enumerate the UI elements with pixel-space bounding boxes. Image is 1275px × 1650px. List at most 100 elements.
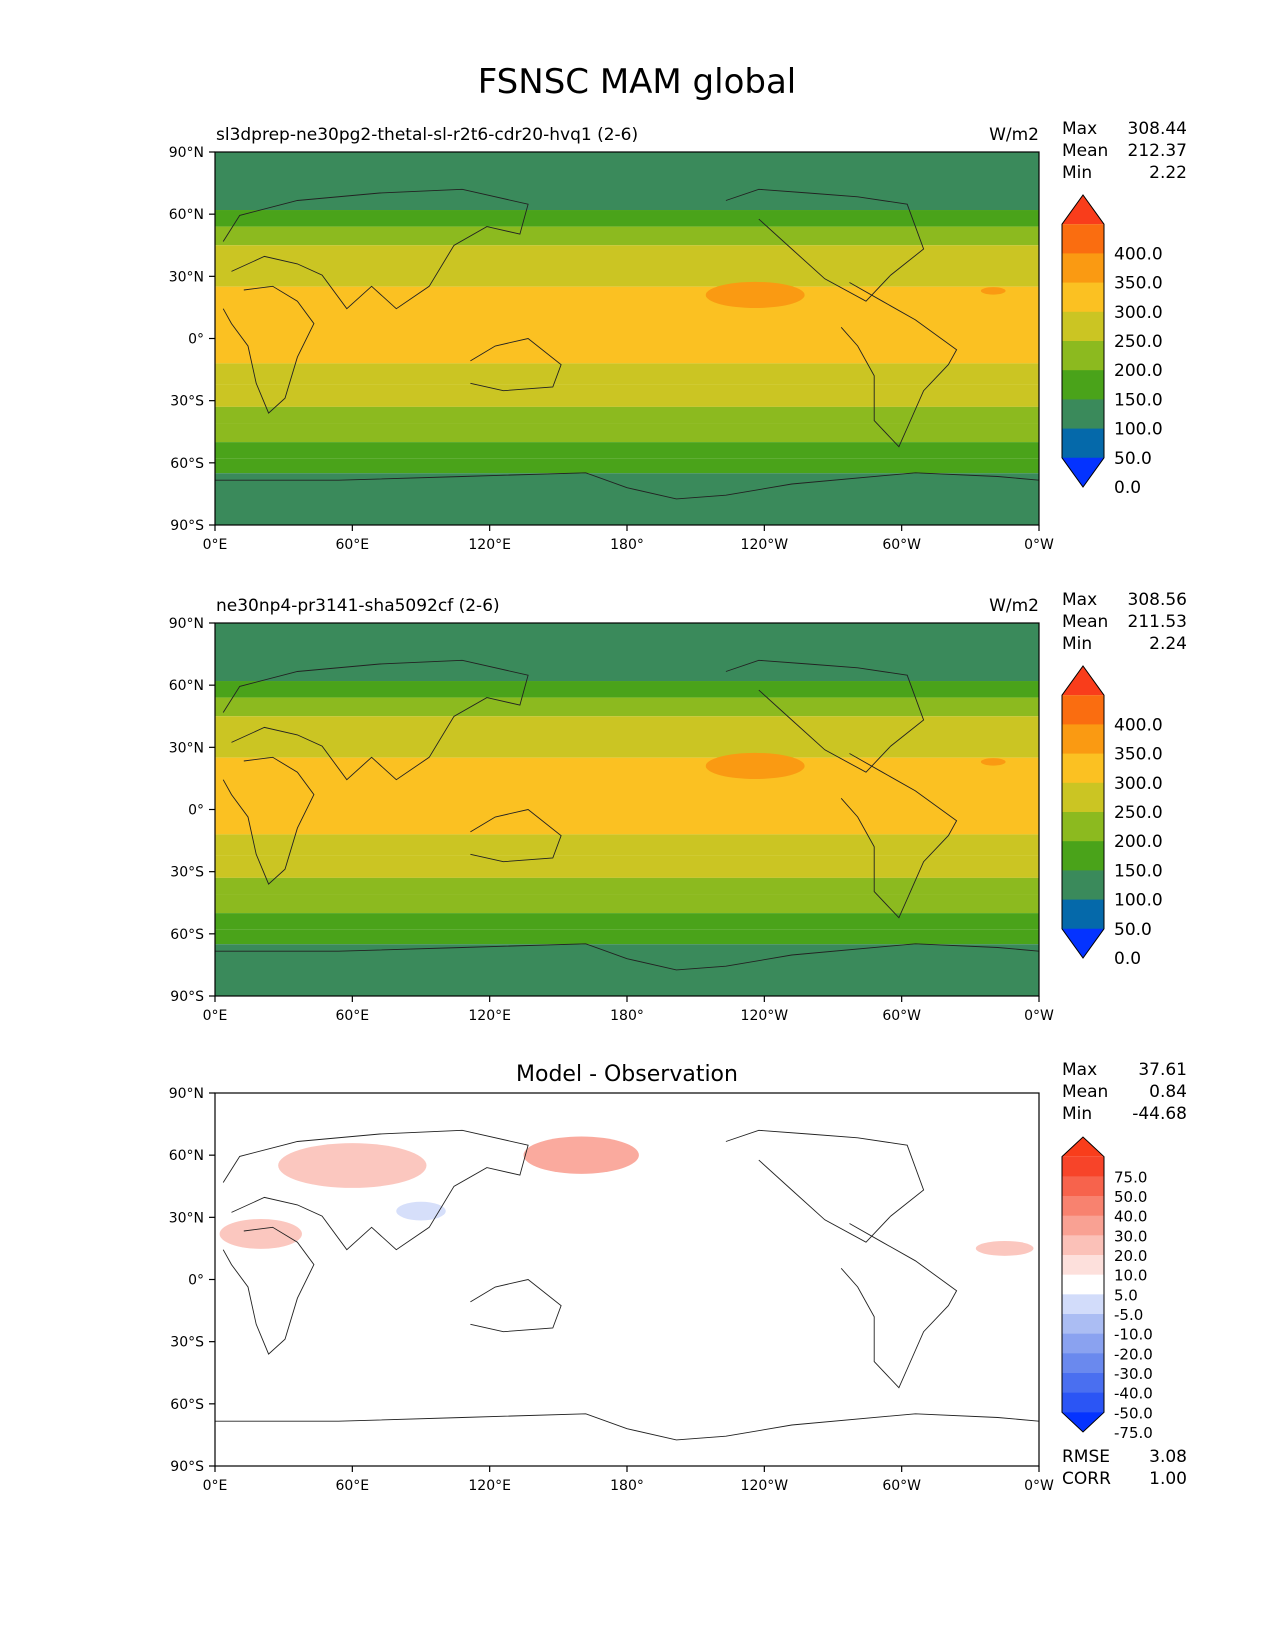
- zonal-band: [215, 245, 1039, 287]
- coastline: [215, 472, 1039, 500]
- x-axis: 0°E 60°E 120°E 180° 120°W 60°W 0°W: [203, 525, 1054, 553]
- regional-layer: [219, 1134, 1034, 1256]
- map-area: [215, 623, 1039, 996]
- map-area: [215, 1093, 1039, 1466]
- colorbar-extend-top: [1062, 195, 1104, 225]
- panel-title: ne30np4-pr3141-sha5092cf (2-6): [216, 596, 500, 616]
- colorbar-tick-label: 150.0: [1114, 390, 1163, 410]
- anomaly-patch: [278, 1143, 427, 1188]
- colorbar-segment: [1062, 1274, 1104, 1295]
- y-tick-label: 60°N: [169, 678, 204, 694]
- stat-mean-value: 211.53: [1128, 612, 1187, 632]
- x-axis: 0°E 60°E 120°E 180° 120°W 60°W 0°W: [203, 996, 1054, 1024]
- y-tick-label: 30°N: [169, 269, 204, 285]
- colorbar: 400.0 350.0 300.0 250.0 200.0 150.0 100.0 50.0 0…: [1061, 665, 1163, 969]
- y-tick-label: 30°N: [169, 1210, 204, 1226]
- y-tick-label: 90°S: [170, 518, 204, 534]
- stats-block: Max 308.44 Mean 212.37 Min 2.22: [1062, 119, 1187, 183]
- colorbar-tick-label: 350.0: [1114, 274, 1163, 294]
- colorbar-segment: [1062, 899, 1104, 930]
- colorbar-tick-label: 0.0: [1114, 949, 1141, 969]
- y-axis: 90°N 60°N 30°N 0° 30°S 60°S 90°S: [169, 1086, 215, 1475]
- zonal-band: [215, 423, 1039, 443]
- panel-units: W/m2: [989, 125, 1039, 145]
- colorbar-segment: [1062, 311, 1104, 342]
- stat-mean-value: 212.37: [1128, 141, 1187, 161]
- x-tick-label: 60°W: [882, 1008, 921, 1024]
- colorbar-segment: [1062, 841, 1104, 871]
- coastline: [840, 282, 958, 448]
- figure-title: FSNSC MAM global: [478, 62, 797, 102]
- colorbar-segment: [1062, 1294, 1104, 1315]
- colorbar-tick-label: 0.0: [1114, 478, 1141, 498]
- colorbar-tick-label: 50.0: [1114, 1188, 1147, 1206]
- x-tick-label: 60°W: [882, 537, 921, 553]
- colorbar-segment: [1062, 428, 1104, 459]
- zonal-band: [215, 384, 1039, 407]
- colorbar-segment: [1062, 1333, 1104, 1354]
- zonal-band: [215, 877, 1039, 895]
- zonal-band: [215, 757, 1039, 835]
- x-tick-label: 0°W: [1024, 1008, 1054, 1024]
- stat-corr-label: CORR: [1062, 1469, 1111, 1489]
- colorbar-segment: [1062, 1235, 1104, 1256]
- x-tick-label: 120°W: [741, 1478, 789, 1494]
- panel-1: sl3dprep-ne30pg2-thetal-sl-r2t6-cdr20-hv…: [169, 119, 1187, 553]
- stat-min-value: 2.24: [1149, 634, 1187, 654]
- x-tick-label: 0°E: [203, 537, 228, 553]
- colorbar-extend-bottom: [1062, 1412, 1104, 1432]
- coastline: [222, 1129, 529, 1251]
- coastline-layer: [215, 188, 1039, 500]
- colorbar-segment: [1062, 282, 1104, 313]
- zonal-band: [215, 855, 1039, 878]
- stats-block: Max 308.56 Mean 211.53 Min 2.24: [1062, 590, 1187, 654]
- coastline: [215, 1413, 1039, 1441]
- y-tick-label: 60°N: [169, 1148, 204, 1164]
- colorbar-tick-label: -10.0: [1114, 1326, 1153, 1344]
- colorbar-tick-label: 50.0: [1114, 920, 1152, 940]
- x-tick-label: 120°E: [468, 1478, 511, 1494]
- coastline: [840, 753, 958, 919]
- y-tick-label: 0°: [188, 332, 204, 348]
- colorbar-tick-label: -75.0: [1114, 1424, 1153, 1442]
- colorbar-extend-bottom: [1062, 928, 1104, 958]
- colorbar-segment: [1062, 1156, 1104, 1177]
- x-tick-label: 0°W: [1024, 537, 1054, 553]
- coastline: [725, 188, 925, 302]
- stat-min-label: Min: [1062, 634, 1092, 654]
- coastline-layer: [215, 659, 1039, 971]
- x-tick-label: 120°E: [468, 1008, 511, 1024]
- colorbar-segment: [1062, 1215, 1104, 1236]
- colorbar-segment: [1062, 724, 1104, 755]
- stat-max-label: Max: [1062, 1060, 1097, 1080]
- y-tick-label: 90°N: [169, 616, 204, 632]
- panel-3: Model - Observation Max 37.61 Mean 0.84 …: [169, 1060, 1187, 1494]
- zonal-band: [215, 406, 1039, 424]
- stat-min-label: Min: [1062, 1104, 1092, 1124]
- zonal-band: [215, 681, 1039, 698]
- zonal-band: [215, 473, 1039, 525]
- y-tick-label: 90°N: [169, 1086, 204, 1102]
- y-tick-label: 90°N: [169, 145, 204, 161]
- panel-title: Model - Observation: [516, 1062, 738, 1087]
- x-tick-label: 180°: [610, 1008, 644, 1024]
- x-tick-label: 60°E: [335, 1008, 369, 1024]
- regional-maximum: [980, 287, 1006, 295]
- coastline: [222, 756, 315, 885]
- colorbar-outline: [1061, 194, 1105, 488]
- zonal-band: [215, 152, 1039, 211]
- stat-mean-label: Mean: [1062, 1082, 1108, 1102]
- colorbar-tick-label: 150.0: [1114, 861, 1163, 881]
- colorbar-tick-label: 400.0: [1114, 244, 1163, 264]
- zonal-band: [215, 834, 1039, 856]
- colorbar-extend-top: [1062, 666, 1104, 696]
- zonal-band: [215, 363, 1039, 385]
- coastline: [222, 188, 529, 310]
- stat-max-value: 308.56: [1128, 590, 1187, 610]
- y-tick-label: 60°S: [170, 927, 204, 943]
- colorbar-tick-label: 20.0: [1114, 1247, 1147, 1265]
- stat-mean-label: Mean: [1062, 612, 1108, 632]
- zonal-band: [215, 716, 1039, 758]
- x-tick-label: 120°W: [741, 537, 789, 553]
